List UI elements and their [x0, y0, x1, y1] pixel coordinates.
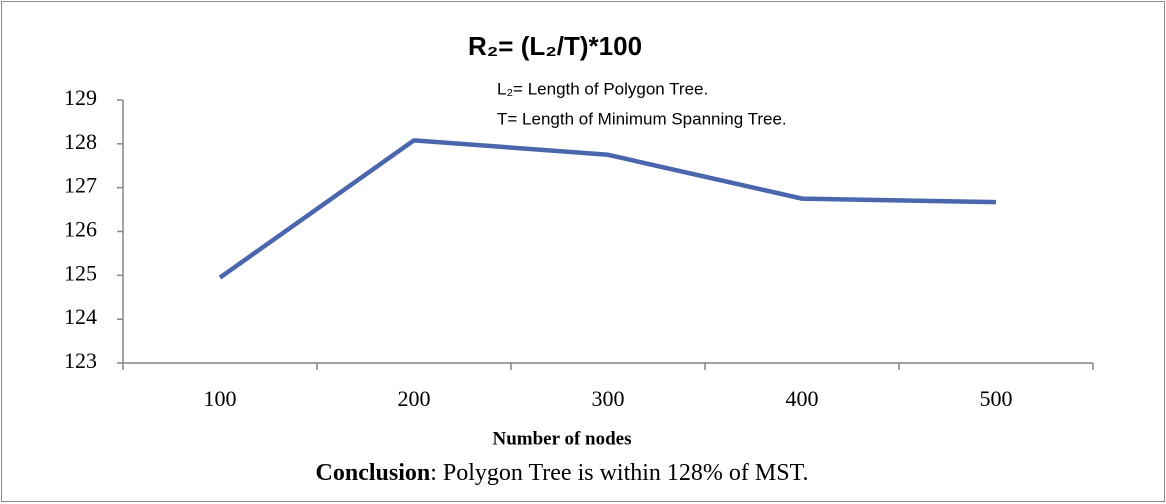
x-tick-label: 400: [786, 386, 819, 411]
x-tick-label: 500: [980, 386, 1013, 411]
x-tick-label: 100: [204, 386, 237, 411]
x-axis-label: Number of nodes: [493, 428, 632, 449]
y-tick-label: 124: [64, 304, 97, 329]
conclusion: Conclusion: Polygon Tree is within 128% …: [316, 460, 809, 486]
conclusion-label: Conclusion: [316, 460, 431, 486]
y-tick-label: 129: [64, 85, 97, 110]
y-tick-label: 128: [64, 129, 97, 154]
y-tick-label: 125: [64, 260, 97, 285]
conclusion-text: : Polygon Tree is within 128% of MST.: [430, 460, 808, 486]
annotation: L₂= Length of Polygon Tree.: [497, 79, 708, 98]
x-tick-label: 300: [592, 386, 625, 411]
x-tick-label: 200: [398, 386, 431, 411]
annotation: T= Length of Minimum Spanning Tree.: [497, 109, 787, 128]
y-tick-label: 127: [64, 173, 97, 198]
chart-title: R₂= (L₂/T)*100: [468, 31, 642, 61]
y-tick-label: 126: [64, 217, 97, 242]
y-tick-label: 123: [64, 348, 97, 373]
data-line: [218, 138, 997, 280]
